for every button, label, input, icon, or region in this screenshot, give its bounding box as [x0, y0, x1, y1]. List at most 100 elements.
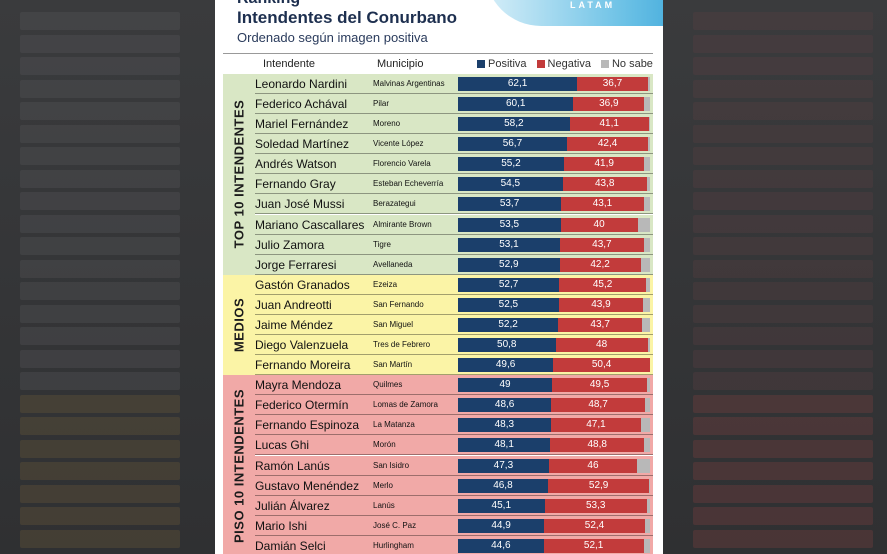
intendente-name: Mariano Cascallares	[255, 217, 365, 232]
municipio-name: Florencio Varela	[373, 159, 431, 169]
header-title-top: Ranking	[237, 0, 300, 8]
table-row: Federico Otermín Lomas de Zamora 48,6 48,7	[255, 395, 653, 416]
table-row: Fernando Gray Esteban Echeverría 54,5 43,8	[255, 174, 653, 195]
row-separator	[255, 374, 653, 376]
background-ghost-row	[20, 12, 180, 30]
municipio-name: Merlo	[373, 480, 394, 490]
bar-positiva: 58,2	[458, 117, 570, 132]
row-separator	[255, 414, 653, 416]
column-header-intendente: Intendente	[263, 58, 315, 70]
background-ghost-row	[693, 192, 873, 210]
row-separator	[255, 253, 653, 255]
background-ghost-row	[20, 259, 180, 278]
municipio-name: Avellaneda	[373, 259, 413, 269]
background-ghost-row	[20, 169, 180, 188]
row-separator	[255, 454, 653, 456]
bar-negativa: 47,1	[550, 418, 642, 433]
bar-positiva: 52,2	[458, 317, 559, 332]
intendente-name: Julián Álvarez	[255, 498, 330, 513]
intendente-name: Juan Andreotti	[255, 297, 332, 312]
bar-group: 56,7 42,4	[458, 137, 650, 152]
bar-positiva: 56,7	[458, 137, 567, 152]
bar-negativa: 52,4	[544, 518, 645, 533]
background-ghost-row	[693, 169, 873, 188]
row-separator	[255, 293, 653, 295]
municipio-name: Esteban Echeverría	[373, 179, 444, 189]
table-row: Gustavo Menéndez Merlo 46,8 52,9	[255, 475, 653, 496]
intendente-name: Diego Valenzuela	[255, 338, 349, 353]
bar-positiva: 47,3	[458, 458, 549, 473]
table-row: Mariano Cascallares Almirante Brown 53,5 40	[255, 214, 653, 235]
background-ghost-row	[693, 124, 873, 143]
intendente-name: Fernando Espinoza	[255, 418, 360, 433]
bar-negativa: 48,7	[551, 398, 645, 413]
intendente-name: Gustavo Menéndez	[255, 478, 360, 493]
row-separator	[255, 213, 653, 215]
row-separator	[255, 153, 653, 155]
intendente-name: Mariel Fernández	[255, 117, 349, 132]
background-ghost-row	[693, 282, 873, 300]
background-ghost-row	[20, 327, 180, 345]
bar-group: 52,5 43,9	[458, 297, 650, 312]
intendente-name: Julio Zamora	[255, 237, 325, 252]
municipio-name: Lanús	[373, 500, 395, 510]
bar-positiva: 62,1	[458, 77, 578, 91]
table-row: Soledad Martínez Vicente López 56,7 42,4	[255, 134, 653, 155]
bar-negativa: 52,9	[547, 478, 650, 493]
bar-negativa: 43,1	[561, 197, 644, 212]
row-separator	[255, 173, 653, 175]
logo-text: LATAM	[570, 0, 616, 10]
municipio-name: Moreno	[373, 119, 401, 129]
group-label: PISO 10 INTENDENTES	[231, 388, 247, 543]
bar-positiva: 44,6	[458, 538, 544, 553]
background-right	[663, 0, 887, 554]
bar-negativa: 49,5	[552, 378, 648, 393]
group-band: MEDIOS	[223, 274, 255, 376]
bar-negativa: 36,7	[577, 77, 648, 91]
municipio-name: José C. Paz	[373, 520, 417, 530]
bar-negativa: 45,2	[559, 277, 646, 292]
municipio-name: San Martín	[373, 360, 413, 370]
background-ghost-row	[20, 102, 180, 120]
background-ghost-row	[20, 439, 180, 458]
background-ghost-row	[20, 237, 180, 255]
intendente-name: Damián Selci	[255, 538, 326, 553]
bar-group: 53,1 43,7	[458, 237, 650, 252]
bar-negativa: 43,9	[558, 297, 644, 312]
municipio-name: Hurlingham	[373, 540, 414, 550]
group-label: TOP 10 INTENDENTES	[231, 100, 247, 249]
bar-group: 52,2 43,7	[458, 317, 650, 332]
row-separator	[255, 93, 653, 94]
municipio-name: Lomas de Zamora	[373, 400, 438, 410]
row-separator	[255, 273, 653, 275]
background-left	[0, 0, 215, 554]
intendente-name: Jorge Ferraresi	[255, 257, 337, 272]
bar-group: 48,1 48,8	[458, 438, 650, 453]
bar-positiva: 49,6	[458, 358, 554, 373]
background-ghost-row	[20, 34, 180, 53]
bar-group: 47,3 46	[458, 458, 650, 473]
bar-negativa: 43,7	[559, 237, 644, 252]
row-separator	[255, 113, 653, 115]
group-band: TOP 10 INTENDENTES	[223, 74, 255, 275]
background-ghost-row	[20, 304, 180, 323]
background-ghost-row	[693, 102, 873, 120]
bar-negativa: 41,1	[569, 117, 649, 132]
background-ghost-row	[693, 259, 873, 278]
row-separator	[255, 534, 653, 536]
chart-title: Intendentes del Conurbano	[237, 8, 458, 27]
legend-swatch-positiva	[477, 60, 485, 68]
municipio-name: Almirante Brown	[373, 219, 432, 229]
bar-group: 55,2 41,9	[458, 157, 650, 172]
background-ghost-row	[693, 507, 873, 525]
row-separator	[255, 494, 653, 496]
bar-negativa: 42,4	[566, 137, 649, 152]
background-ghost-row	[693, 147, 873, 165]
group-band: PISO 10 INTENDENTES	[223, 375, 255, 554]
bar-positiva: 52,7	[458, 277, 560, 292]
municipio-name: San Isidro	[373, 460, 410, 470]
bar-group: 60,1 36,9	[458, 97, 650, 112]
background-ghost-row	[20, 372, 180, 390]
intendente-name: Leonardo Nardini	[255, 77, 348, 91]
bar-positiva: 48,6	[458, 398, 552, 413]
